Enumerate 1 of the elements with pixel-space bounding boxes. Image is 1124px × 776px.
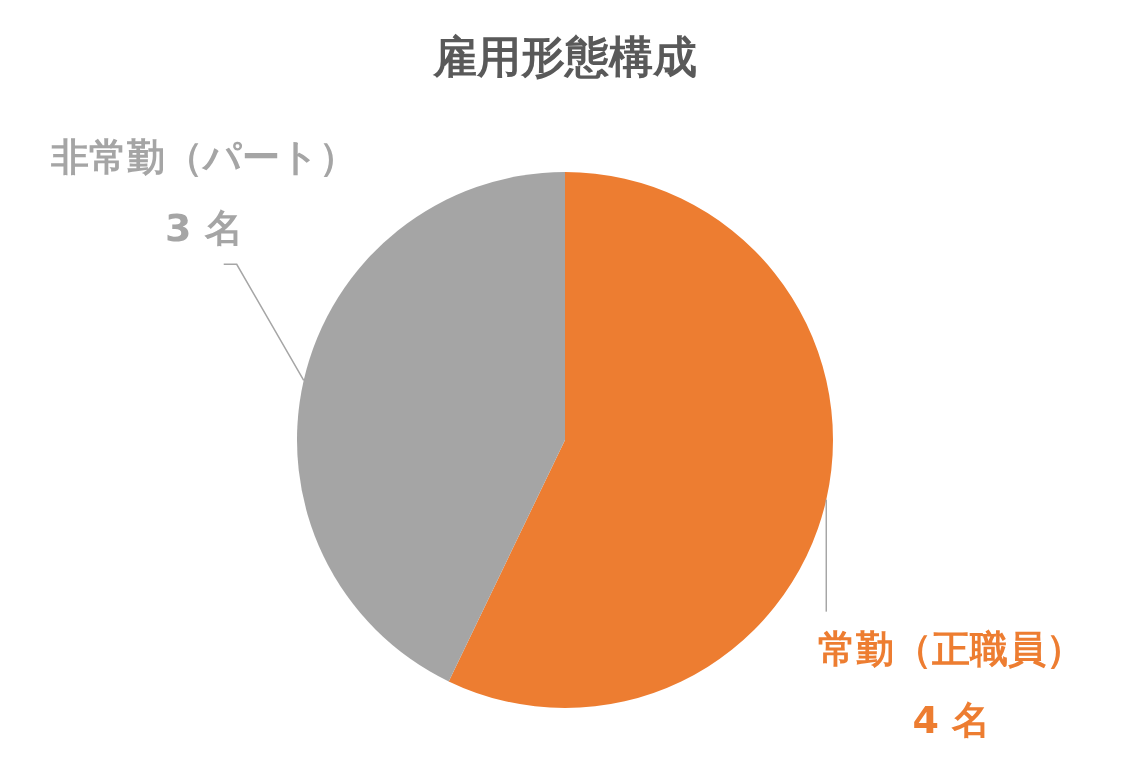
title: 雇用形態構成 (433, 31, 697, 82)
